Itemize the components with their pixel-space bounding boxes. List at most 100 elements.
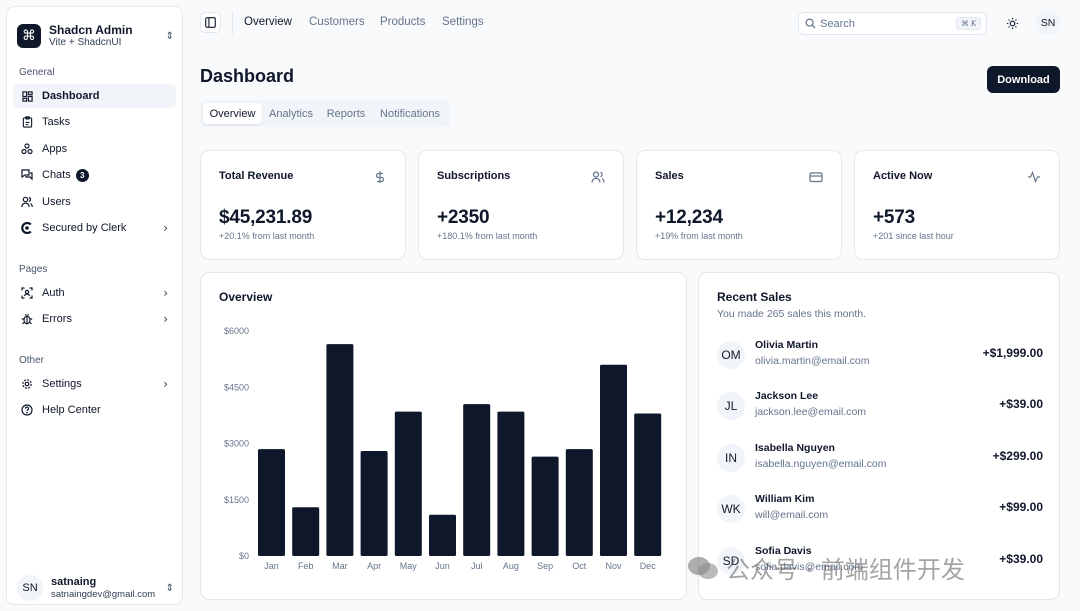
sidebar-item-secured-by-clerk[interactable]: Secured by Clerk ›: [13, 216, 176, 240]
bar-oct: [565, 449, 593, 556]
user-email: satnaingdev@gmail.com: [51, 588, 156, 600]
list-item: WK William Kim will@email.com +$99.00: [717, 493, 1043, 529]
sidebar-item-label: Chats: [42, 169, 71, 181]
x-tick-label: Mar: [332, 561, 348, 571]
sidebar-item-label: Errors: [42, 313, 72, 325]
y-tick-label: $6000: [224, 326, 249, 336]
customer-name: Olivia Martin: [755, 339, 819, 351]
theme-toggle-button[interactable]: [1001, 12, 1023, 34]
sun-icon: [1006, 17, 1018, 29]
y-tick-label: $3000: [224, 439, 249, 449]
profile-avatar[interactable]: SN: [1036, 11, 1060, 35]
y-tick-label: $4500: [224, 382, 249, 392]
customer-name: Isabella Nguyen: [755, 442, 835, 454]
x-tick-label: Dec: [640, 561, 657, 571]
avatar: SD: [717, 547, 745, 575]
panel-left-icon: [205, 17, 216, 28]
team-switcher[interactable]: ⌘ Shadcn Admin Vite + ShadcnUI ⇕: [17, 18, 174, 54]
tab-notifications[interactable]: Notifications: [380, 107, 440, 120]
customer-email: sofia.davis@email.com: [755, 561, 864, 573]
sidebar-item-label: Apps: [42, 143, 68, 155]
chevron-right-icon: ›: [163, 221, 168, 235]
tabs-list: Overview Analytics Reports Notifications: [200, 100, 450, 127]
topnav-overview[interactable]: Overview: [244, 16, 292, 28]
dollar-icon: [375, 171, 385, 183]
topnav-products[interactable]: Products: [380, 16, 426, 28]
bug-icon: [20, 312, 34, 326]
layout-dashboard-icon: [20, 89, 34, 103]
tab-reports[interactable]: Reports: [326, 107, 366, 120]
overview-title: Overview: [219, 290, 273, 304]
customer-email: isabella.nguyen@email.com: [755, 458, 887, 470]
topnav-customers[interactable]: Customers: [309, 16, 365, 28]
credit-card-icon: [809, 172, 823, 183]
watermark-text: 公众号 · 前端组件开发: [726, 556, 965, 584]
overview-card: Overview $6000 $4500 $3000 $1500 $0 Jan Feb Mar…: [200, 272, 687, 600]
bar-apr: [360, 451, 388, 556]
sidebar-item-label: Tasks: [42, 116, 71, 128]
stat-value: $45,231.89: [219, 207, 313, 228]
stat-change: +20.1% from last month: [219, 231, 315, 241]
tab-analytics[interactable]: Analytics: [268, 107, 314, 120]
sale-amount: +$39.00: [999, 397, 1043, 411]
stat-title: Active Now: [873, 170, 933, 182]
sale-amount: +$39.00: [999, 552, 1043, 566]
chats-count-badge: 3: [75, 168, 89, 182]
sidebar-item-chats[interactable]: Chats 3: [13, 163, 176, 187]
messages-icon: [20, 168, 34, 182]
sidebar-item-label: Auth: [42, 287, 65, 299]
avatar: OM: [717, 341, 745, 369]
x-tick-label: Aug: [503, 561, 519, 571]
stat-card-total-revenue: Total Revenue $45,231.89 +20.1% from las…: [200, 150, 406, 260]
x-tick-label: May: [400, 561, 418, 571]
x-tick-label: Oct: [572, 561, 587, 571]
sidebar-item-tasks[interactable]: Tasks: [13, 110, 176, 134]
sidebar: ⌘ Shadcn Admin Vite + ShadcnUI ⇕ General…: [6, 6, 183, 605]
customer-name: Jackson Lee: [755, 390, 819, 402]
sidebar-item-errors[interactable]: Errors ›: [13, 307, 176, 331]
sale-amount: +$299.00: [992, 449, 1043, 463]
sale-amount: +$1,999.00: [982, 346, 1043, 360]
customer-email: will@email.com: [755, 509, 829, 521]
user-menu[interactable]: SN satnaing satnaingdev@gmail.com ⇕: [17, 571, 174, 605]
chevron-right-icon: ›: [163, 377, 168, 391]
topnav-settings[interactable]: Settings: [442, 16, 484, 28]
x-tick-label: Sep: [537, 561, 553, 571]
sidebar-item-auth[interactable]: Auth ›: [13, 281, 176, 305]
users-icon: [591, 171, 605, 183]
sale-amount: +$99.00: [999, 500, 1043, 514]
group-label-other: Other: [19, 355, 45, 366]
sidebar-item-apps[interactable]: Apps: [13, 137, 176, 161]
page-title: Dashboard: [200, 66, 295, 86]
help-icon: [20, 403, 34, 417]
bar-mar: [326, 344, 354, 556]
stat-change: +201 since last hour: [873, 231, 954, 241]
list-item: OM Olivia Martin olivia.martin@email.com…: [717, 339, 1043, 375]
download-button[interactable]: Download: [987, 66, 1060, 93]
sidebar-item-settings[interactable]: Settings ›: [13, 372, 176, 396]
activity-icon: [1028, 170, 1040, 184]
stat-change: +19% from last month: [655, 231, 743, 241]
stat-title: Subscriptions: [437, 170, 511, 182]
customer-name: Sofia Davis: [755, 545, 812, 557]
sidebar-item-dashboard[interactable]: Dashboard: [13, 84, 176, 108]
sidebar-item-users[interactable]: Users: [13, 190, 176, 214]
tab-overview[interactable]: Overview: [203, 103, 262, 124]
sidebar-toggle-button[interactable]: [200, 12, 221, 33]
list-item: IN Isabella Nguyen isabella.nguyen@email…: [717, 442, 1043, 478]
stat-value: +573: [873, 207, 915, 228]
sidebar-item-label: Settings: [42, 378, 82, 390]
stat-card-sales: Sales +12,234 +19% from last month: [636, 150, 842, 260]
clipboard-icon: [20, 115, 34, 129]
auth-icon: [20, 286, 34, 300]
chevron-right-icon: ›: [163, 312, 168, 326]
search-input[interactable]: Search ⌘ K: [798, 12, 987, 35]
sidebar-item-help-center[interactable]: Help Center: [13, 398, 176, 422]
x-tick-label: Jun: [435, 561, 450, 571]
users-icon: [20, 195, 34, 209]
x-tick-label: Apr: [367, 561, 381, 571]
y-tick-label: $1500: [224, 495, 249, 505]
customer-email: olivia.martin@email.com: [755, 355, 870, 367]
stat-value: +2350: [437, 207, 490, 228]
divider: [232, 12, 233, 34]
